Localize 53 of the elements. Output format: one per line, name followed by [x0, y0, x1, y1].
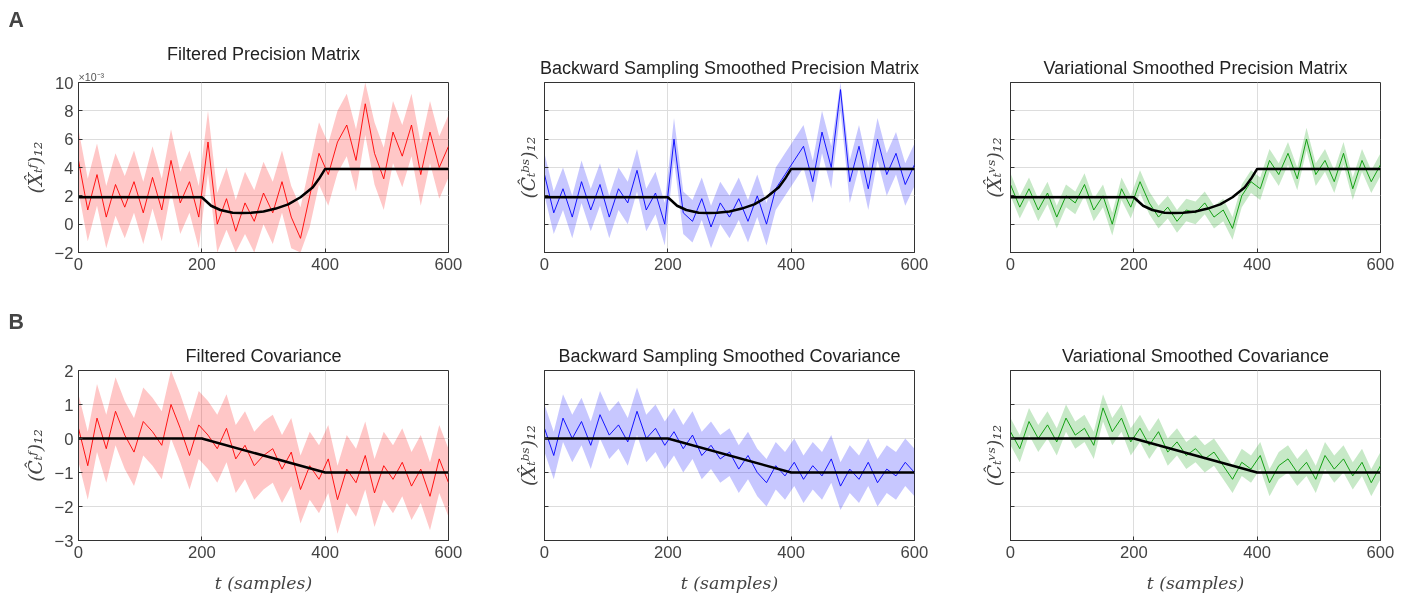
x-axis-title: t (samples)	[1146, 572, 1245, 593]
y-tick-label: 4	[64, 158, 74, 178]
y-tick-label: 0	[64, 215, 74, 235]
y-tick-label: 8	[64, 101, 74, 121]
x-tick-label: 400	[311, 542, 340, 562]
x-axis-title: t (samples)	[680, 572, 779, 593]
x-tick-label: 200	[187, 254, 216, 274]
chart-title: Variational Smoothed Covariance	[1062, 345, 1329, 366]
x-tick-label: 0	[539, 254, 550, 274]
x-tick-label: 400	[777, 254, 806, 274]
x-tick-label: 600	[900, 254, 929, 274]
x-tick-label: 600	[1366, 254, 1395, 274]
y-tick-label: −2	[54, 497, 74, 517]
chart-title: Backward Sampling Smoothed Covariance	[558, 345, 901, 366]
x-tick-label: 200	[1119, 542, 1148, 562]
chart-title: Filtered Covariance	[185, 345, 342, 366]
y-axis-title: (Ĉₜᶠ)₁₂	[23, 429, 46, 482]
y-tick-label: 2	[64, 186, 74, 206]
y-tick-label: 6	[64, 130, 74, 150]
chart-title: Filtered Precision Matrix	[166, 43, 361, 64]
x-tick-label: 400	[311, 254, 340, 274]
chart-title: Backward Sampling Smoothed Precision Matrix	[539, 57, 920, 78]
x-tick-label: 600	[1366, 542, 1395, 562]
y-axis-title: (Ĉₜᵛˢ)₁₂	[982, 424, 1005, 487]
y-tick-label: 10	[54, 73, 74, 93]
y-tick-label: −2	[54, 243, 74, 263]
x-tick-label: 200	[1119, 254, 1148, 274]
x-tick-label: 400	[1243, 542, 1272, 562]
x-tick-label: 600	[434, 542, 463, 562]
x-tick-label: 0	[1005, 542, 1016, 562]
y-axis-title: (X̂ₜᵇˢ)₁₂	[517, 424, 539, 487]
y-axis-title: (X̂ₜᶠ)₁₂	[24, 141, 46, 194]
y-axis-title: (Ĉₜᵇˢ)₁₂	[516, 136, 539, 199]
y-tick-label: 0	[64, 429, 74, 449]
x-tick-label: 200	[653, 254, 682, 274]
chart-title: Variational Smoothed Precision Matrix	[1043, 57, 1348, 78]
y-tick-label: 1	[64, 395, 74, 415]
text: B	[8, 309, 24, 334]
y-tick-label: 2	[64, 361, 74, 381]
y-tick-label: −1	[54, 463, 74, 483]
y-tick-label: −3	[54, 531, 74, 551]
x-tick-label: 0	[539, 542, 550, 562]
x-tick-label: 400	[1243, 254, 1272, 274]
x-tick-label: 200	[187, 542, 216, 562]
y-axis-title: (X̂ₜᵛˢ)₁₂	[983, 137, 1005, 198]
x-tick-label: 400	[777, 542, 806, 562]
x-tick-label: 0	[1005, 254, 1016, 274]
x-axis-title: t (samples)	[214, 572, 313, 593]
x-tick-label: 600	[434, 254, 463, 274]
text: A	[8, 7, 24, 32]
x-tick-label: 600	[900, 542, 929, 562]
x-tick-label: 200	[653, 542, 682, 562]
annotation: ×10⁻³	[78, 70, 105, 83]
